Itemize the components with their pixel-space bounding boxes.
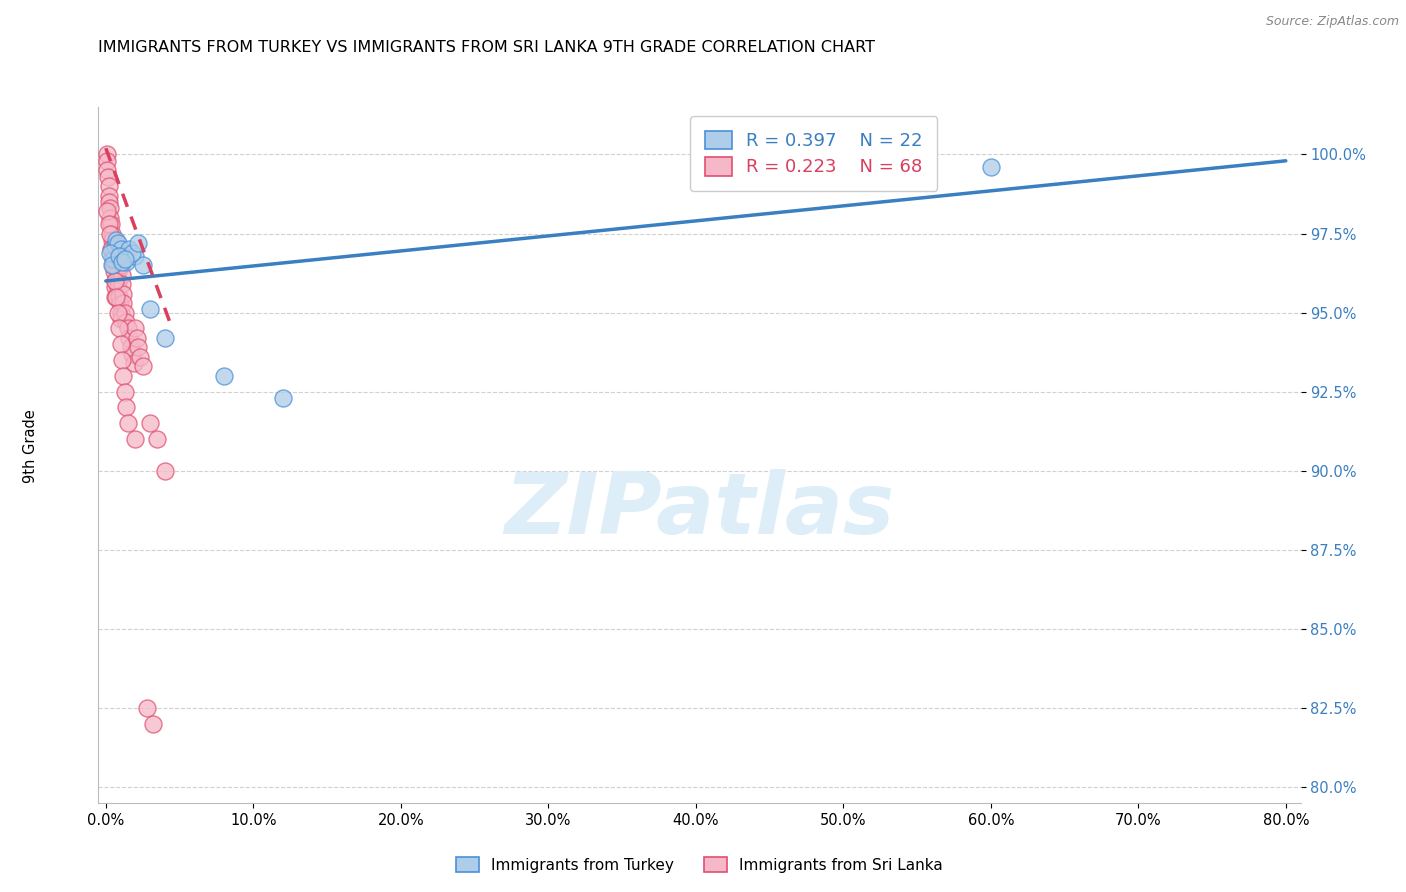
Point	[271, 391, 294, 405]
Point	[111, 268, 134, 282]
Point	[153, 464, 176, 478]
Point	[100, 258, 122, 272]
Text: ZIPatlas: ZIPatlas	[505, 469, 894, 552]
Point	[212, 368, 235, 383]
Point	[115, 315, 138, 329]
Point	[124, 432, 146, 446]
Point	[108, 296, 131, 310]
Point	[104, 239, 127, 253]
Point	[108, 290, 131, 304]
Point	[112, 249, 135, 263]
Point	[127, 235, 149, 250]
Point	[110, 312, 132, 326]
Point	[104, 274, 127, 288]
Point	[107, 274, 129, 288]
Point	[115, 401, 138, 415]
Point	[142, 716, 165, 731]
Text: IMMIGRANTS FROM TURKEY VS IMMIGRANTS FROM SRI LANKA 9TH GRADE CORRELATION CHART: IMMIGRANTS FROM TURKEY VS IMMIGRANTS FRO…	[98, 40, 876, 55]
Point	[131, 258, 153, 272]
Point	[139, 417, 162, 431]
Point	[125, 331, 148, 345]
Point	[108, 249, 131, 263]
Point	[98, 211, 121, 225]
Point	[153, 331, 176, 345]
Point	[111, 255, 134, 269]
Point	[146, 432, 169, 446]
Point	[97, 217, 120, 231]
Point	[111, 353, 134, 368]
Point	[104, 280, 127, 294]
Point	[105, 235, 128, 250]
Point	[101, 258, 124, 272]
Point	[98, 194, 121, 209]
Point	[105, 233, 128, 247]
Point	[98, 245, 121, 260]
Point	[107, 305, 129, 319]
Text: Source: ZipAtlas.com: Source: ZipAtlas.com	[1265, 15, 1399, 29]
Point	[100, 217, 122, 231]
Point	[96, 153, 118, 168]
Point	[105, 249, 128, 263]
Point	[117, 417, 139, 431]
Point	[98, 227, 121, 241]
Point	[111, 286, 134, 301]
Point	[107, 235, 129, 250]
Point	[97, 169, 120, 184]
Point	[105, 258, 128, 272]
Point	[97, 179, 120, 194]
Point	[131, 359, 153, 374]
Point	[100, 243, 122, 257]
Point	[139, 302, 162, 317]
Point	[101, 249, 124, 263]
Point	[127, 340, 149, 354]
Point	[104, 290, 127, 304]
Point	[122, 356, 145, 370]
Point	[107, 280, 129, 294]
Point	[136, 701, 159, 715]
Point	[98, 201, 121, 215]
Point	[105, 290, 128, 304]
Point	[101, 243, 124, 257]
Point	[118, 243, 141, 257]
Point	[980, 160, 1002, 174]
Point	[115, 255, 138, 269]
Point	[112, 368, 135, 383]
Point	[124, 249, 146, 263]
Text: 9th Grade: 9th Grade	[24, 409, 38, 483]
Point	[128, 350, 150, 364]
Point	[96, 204, 118, 219]
Point	[107, 264, 129, 278]
Point	[121, 347, 143, 361]
Legend: Immigrants from Turkey, Immigrants from Sri Lanka: Immigrants from Turkey, Immigrants from …	[450, 850, 949, 879]
Point	[96, 163, 118, 178]
Point	[104, 274, 127, 288]
Point	[110, 243, 132, 257]
Point	[114, 305, 136, 319]
Point	[118, 331, 141, 345]
Point	[101, 258, 124, 272]
Point	[117, 321, 139, 335]
Point	[108, 321, 131, 335]
Point	[110, 337, 132, 351]
Point	[120, 340, 142, 354]
Point	[112, 296, 135, 310]
Point	[111, 277, 134, 292]
Point	[100, 243, 122, 257]
Point	[100, 227, 122, 241]
Point	[100, 233, 122, 247]
Point	[121, 245, 143, 260]
Point	[103, 264, 125, 278]
Point	[97, 188, 120, 202]
Point	[114, 384, 136, 399]
Point	[110, 305, 132, 319]
Point	[114, 252, 136, 266]
Point	[124, 321, 146, 335]
Point	[96, 147, 118, 161]
Point	[110, 258, 132, 272]
Point	[101, 252, 124, 266]
